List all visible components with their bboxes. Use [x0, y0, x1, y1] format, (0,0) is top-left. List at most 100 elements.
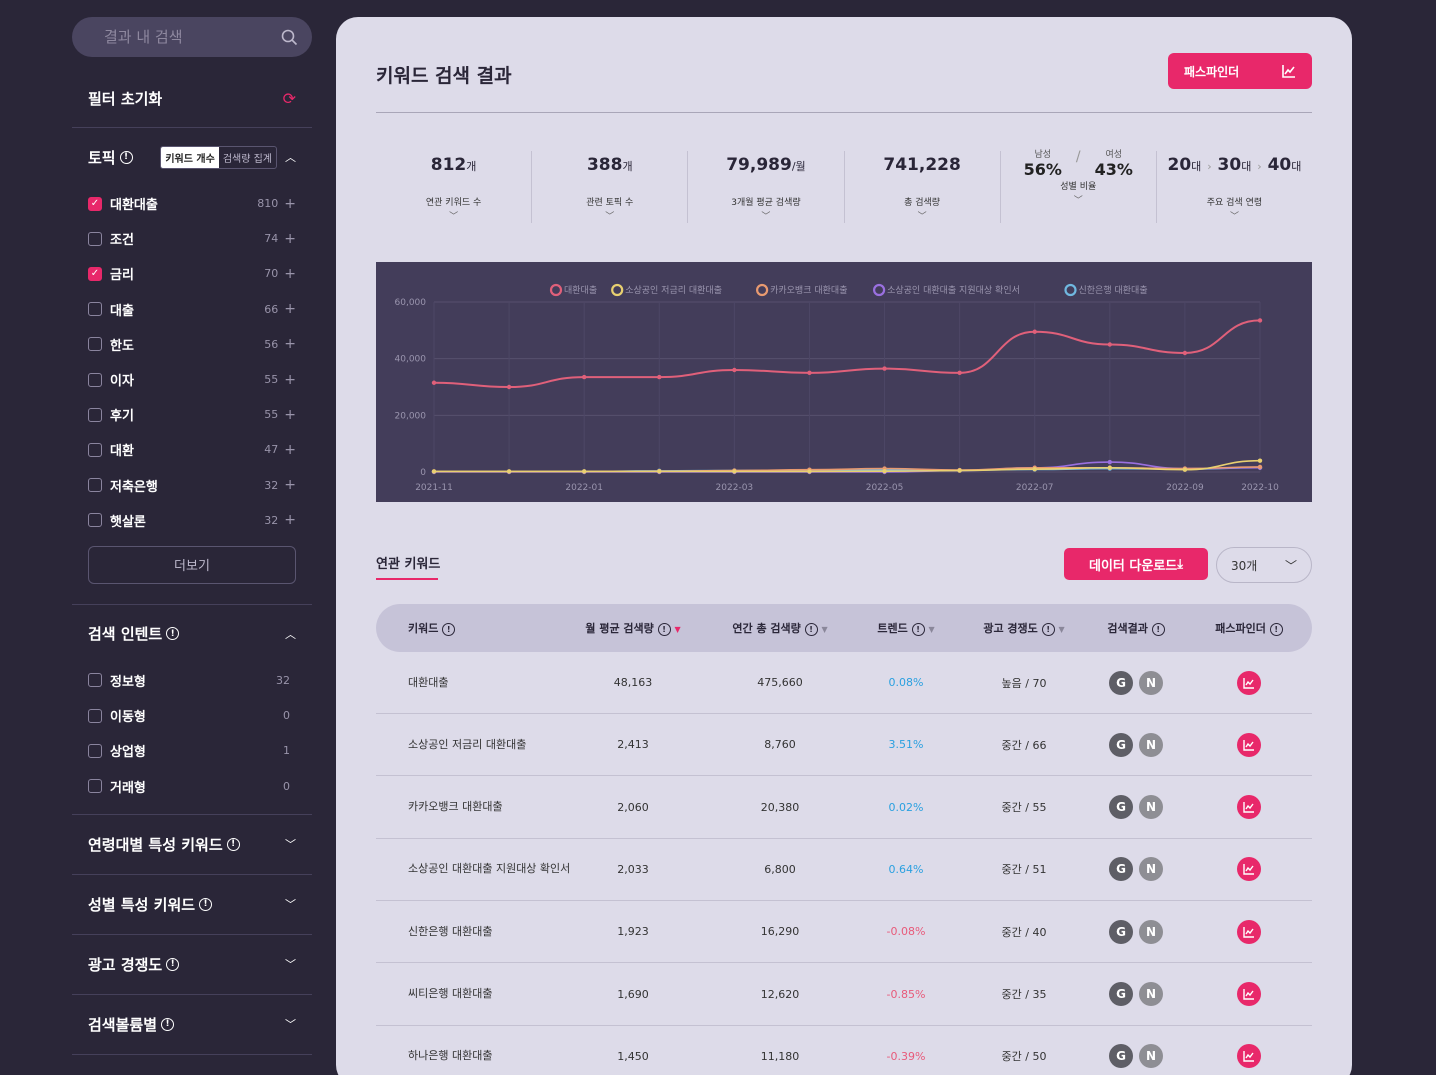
chevron-up-icon[interactable]: ︿	[285, 627, 296, 641]
intent-item[interactable]: 이동형 0	[88, 698, 296, 733]
info-icon[interactable]: !	[166, 627, 180, 641]
info-icon[interactable]: !	[161, 1017, 175, 1031]
checkbox[interactable]	[88, 779, 102, 794]
chevron-down-icon[interactable]: ﹀	[761, 212, 771, 222]
refresh-icon[interactable]: ⟳	[282, 88, 296, 108]
chevron-down-icon[interactable]: ﹀	[1073, 196, 1083, 206]
google-icon[interactable]: G	[1109, 732, 1133, 757]
legend-marker[interactable]	[549, 283, 563, 297]
chevron-up-icon[interactable]: ︿	[285, 151, 296, 164]
legend-label[interactable]: 소상공인 대환대출 지원대상 확인서	[887, 284, 1020, 296]
naver-icon[interactable]: N	[1139, 919, 1163, 944]
cell-keyword[interactable]: 카카오뱅크 대환대출	[408, 800, 503, 814]
collapsed-section[interactable]: 성별 특성 키워드! ﹀	[72, 875, 312, 935]
pathfinder-icon[interactable]	[1237, 732, 1261, 757]
topic-item[interactable]: 한도 56 +	[88, 327, 296, 362]
th-competition[interactable]: 광고 경쟁도 ! ▼	[983, 622, 1065, 636]
checkbox[interactable]	[88, 513, 102, 528]
download-button[interactable]: 데이터 다운로드 ⤓	[1064, 548, 1208, 580]
pathfinder-icon[interactable]	[1237, 1044, 1261, 1069]
plus-icon[interactable]: +	[284, 195, 296, 212]
topic-item[interactable]: 대출 66 +	[88, 292, 296, 327]
legend-marker[interactable]	[756, 283, 769, 297]
checkbox[interactable]	[88, 372, 102, 387]
topic-item[interactable]: 저축은행 32 +	[88, 468, 296, 503]
checkbox[interactable]	[88, 478, 102, 493]
cell-keyword[interactable]: 대환대출	[408, 675, 449, 689]
topic-item[interactable]: ✓ 대환대출 810 +	[88, 186, 296, 221]
checkbox[interactable]: ✓	[88, 266, 102, 281]
plus-icon[interactable]: +	[284, 441, 296, 458]
info-icon[interactable]: !	[166, 957, 180, 971]
checkbox[interactable]	[88, 673, 102, 688]
topic-item[interactable]: 후기 55 +	[88, 397, 296, 432]
stat-avg-volume[interactable]: 79,989/월 3개월 평균 검색량 ﹀	[688, 151, 845, 223]
legend-marker[interactable]	[1064, 283, 1077, 297]
cell-keyword[interactable]: 하나은행 대환대출	[408, 1049, 493, 1063]
checkbox[interactable]	[88, 407, 102, 422]
checkbox[interactable]	[88, 708, 102, 723]
google-icon[interactable]: G	[1109, 670, 1133, 695]
plus-icon[interactable]: +	[284, 371, 296, 388]
seg-search-volume[interactable]: 검색량 집계	[222, 153, 272, 165]
naver-icon[interactable]: N	[1139, 1044, 1163, 1069]
naver-icon[interactable]: N	[1139, 670, 1163, 695]
collapsed-section[interactable]: 검색볼륨별! ﹀	[72, 995, 312, 1055]
th-monthly[interactable]: 월 평균 검색량 ! ▼	[585, 622, 681, 636]
th-yearly[interactable]: 연간 총 검색량 ! ▼	[732, 622, 828, 636]
seg-keyword-count[interactable]: 키워드 개수	[161, 146, 219, 168]
sort-desc-icon[interactable]: ▼	[674, 625, 681, 634]
related-tab[interactable]: 연관 키워드	[376, 553, 440, 580]
stat-gender[interactable]: 남성 56% / 여성 43% 성별 비율 ﹀	[1001, 149, 1157, 223]
cell-keyword[interactable]: 소상공인 대환대출 지원대상 확인서	[408, 862, 571, 876]
pathfinder-icon[interactable]	[1237, 795, 1261, 820]
checkbox[interactable]	[88, 337, 102, 352]
pathfinder-icon[interactable]	[1237, 982, 1261, 1006]
legend-marker[interactable]	[611, 283, 624, 297]
legend-label[interactable]: 대환대출	[564, 284, 597, 296]
sort-icon[interactable]: ▼	[1058, 625, 1065, 634]
collapsed-section[interactable]: 연령대별 특성 키워드! ﹀	[72, 815, 312, 875]
legend-label[interactable]: 신한은행 대환대출	[1079, 284, 1148, 296]
naver-icon[interactable]: N	[1139, 982, 1163, 1006]
stat-topics[interactable]: 388개 관련 토픽 수 ﹀	[532, 151, 689, 223]
cell-keyword[interactable]: 소상공인 저금리 대환대출	[408, 737, 527, 751]
legend-marker[interactable]	[873, 283, 886, 297]
info-icon[interactable]: !	[226, 837, 240, 851]
chevron-down-icon[interactable]: ﹀	[285, 958, 296, 972]
pathfinder-button[interactable]: 패스파인더	[1168, 53, 1312, 89]
sort-icon[interactable]: ▼	[821, 625, 828, 634]
intent-item[interactable]: 거래형 0	[88, 768, 296, 803]
topic-item[interactable]: 햇살론 32 +	[88, 503, 296, 538]
topic-item[interactable]: 대환 47 +	[88, 432, 296, 467]
chevron-down-icon[interactable]: ﹀	[285, 838, 296, 852]
checkbox[interactable]	[88, 743, 102, 758]
table-row[interactable]: 소상공인 대환대출 지원대상 확인서 2,033 6,800 0.64% 중간 …	[376, 839, 1312, 901]
info-icon[interactable]: !	[199, 897, 213, 911]
checkbox[interactable]	[88, 442, 102, 457]
google-icon[interactable]: G	[1109, 795, 1133, 820]
info-icon[interactable]: !	[119, 150, 133, 164]
legend-label[interactable]: 카카오뱅크 대환대출	[770, 284, 847, 296]
topic-item[interactable]: 이자 55 +	[88, 362, 296, 397]
plus-icon[interactable]: +	[284, 265, 296, 282]
more-button[interactable]: 더보기	[88, 545, 296, 584]
count-select[interactable]: 30개 ﹀	[1216, 547, 1312, 583]
th-keyword[interactable]: 키워드 !	[376, 620, 556, 636]
stat-keywords[interactable]: 812개 연관 키워드 수 ﹀	[376, 151, 533, 223]
cell-keyword[interactable]: 씨티은행 대환대출	[408, 987, 493, 1000]
search-input[interactable]	[104, 28, 264, 46]
checkbox[interactable]	[88, 231, 102, 246]
checkbox[interactable]	[88, 302, 102, 317]
google-icon[interactable]: G	[1109, 919, 1133, 944]
collapsed-section[interactable]: 광고 경쟁도! ﹀	[72, 935, 312, 995]
checkbox[interactable]: ✓	[88, 196, 102, 211]
sort-icon[interactable]: ▼	[928, 625, 935, 634]
plus-icon[interactable]: +	[284, 301, 296, 318]
pathfinder-icon[interactable]	[1237, 919, 1261, 944]
topic-item[interactable]: 조건 74 +	[88, 221, 296, 256]
